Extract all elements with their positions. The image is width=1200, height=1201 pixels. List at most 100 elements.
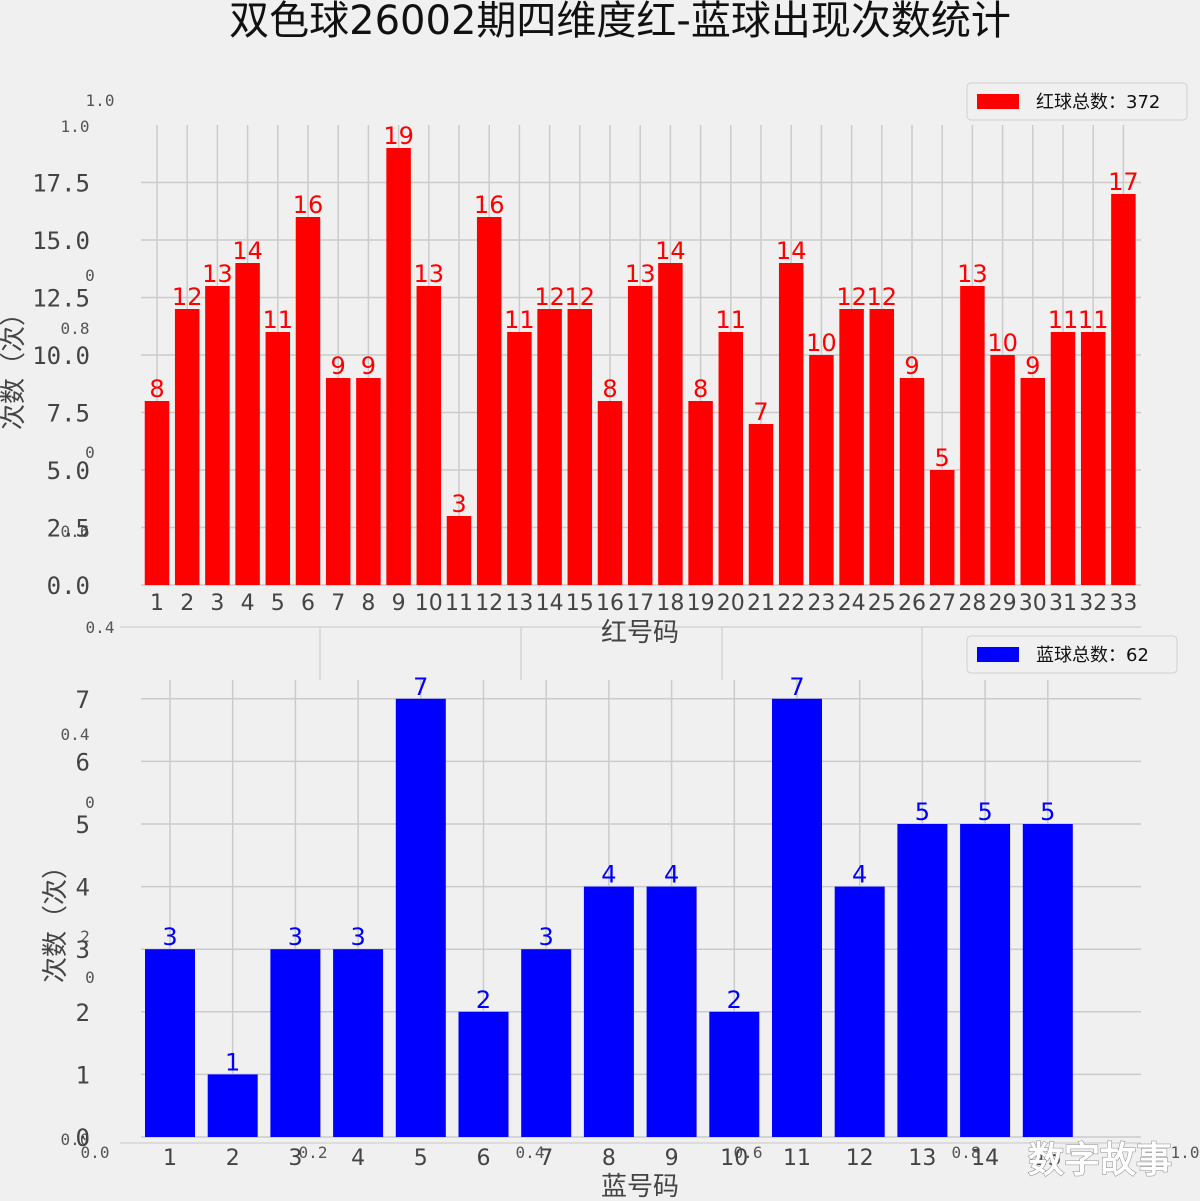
- red-x-tick-label: 13: [505, 591, 533, 616]
- blue-y-tick-label: 1: [76, 1061, 90, 1089]
- blue-bar: [270, 949, 321, 1137]
- red-bar: [507, 332, 532, 585]
- red-x-tick-label: 11: [445, 591, 473, 616]
- blue-x-axis-label: 蓝号码: [601, 1172, 679, 1201]
- red-data-label: 16: [474, 191, 505, 219]
- blue-data-label: 2: [727, 986, 742, 1014]
- red-data-label: 8: [693, 375, 708, 403]
- red-y-tick-label: 2.5: [47, 515, 90, 543]
- red-x-tick-label: 10: [415, 591, 443, 616]
- red-data-label: 11: [1048, 306, 1079, 334]
- red-bar: [1050, 332, 1076, 585]
- blue-y-tick-label: 2: [76, 999, 90, 1027]
- red-x-tick-label: 15: [566, 591, 594, 616]
- ghost-tick-label: 0: [85, 266, 95, 285]
- red-x-ticks: 1 2 3 4 5 6 7 8 9 10 11 12 13 14 15 16 17 18 19 20 21 22 23 24 2…: [150, 591, 1137, 616]
- ghost-tick-label: 0.8: [952, 1143, 981, 1162]
- blue-x-tick-label: 5: [414, 1146, 428, 1171]
- blue-bars: [145, 698, 1073, 1137]
- red-data-label: 9: [331, 352, 346, 380]
- red-data-label: 17: [1108, 168, 1139, 196]
- red-x-tick-label: 29: [989, 591, 1017, 616]
- blue-data-label: 3: [539, 923, 554, 951]
- red-data-label: 12: [836, 283, 867, 311]
- red-y-tick-label: 0.0: [47, 572, 90, 600]
- blue-x-tick-label: 13: [908, 1146, 936, 1171]
- blue-y-tick-label: 0: [76, 1124, 90, 1152]
- red-data-label: 12: [172, 283, 203, 311]
- blue-data-label: 5: [977, 798, 992, 826]
- blue-bar: [145, 949, 195, 1137]
- red-bar: [295, 217, 321, 585]
- red-y-tick-label: 15.0: [32, 227, 90, 255]
- red-data-label: 3: [451, 490, 466, 518]
- ghost-tick-label: 0.0: [61, 1130, 90, 1149]
- blue-bar: [1022, 823, 1073, 1137]
- red-x-tick-label: 7: [331, 591, 345, 616]
- blue-y-tick-label: 7: [76, 686, 90, 714]
- blue-y-tick-label: 4: [76, 874, 90, 902]
- chart-title: 双色球26002期四维度红-蓝球出现次数统计: [229, 0, 1011, 44]
- blue-data-label: 2: [476, 986, 491, 1014]
- blue-x-tick-label: 2: [226, 1146, 240, 1171]
- red-x-tick-label: 4: [241, 591, 255, 616]
- red-x-tick-label: 12: [475, 591, 503, 616]
- red-bar: [597, 401, 623, 585]
- ghost-tick-label: 0.6: [734, 1143, 763, 1162]
- blue-data-labels: 3 1 3 3 7 2 3 4 4 2 7 4 5 5 5: [162, 673, 1055, 1077]
- red-legend-swatch: [977, 94, 1019, 109]
- red-y-tick-label: 7.5: [47, 400, 90, 428]
- red-x-tick-label: 25: [868, 591, 896, 616]
- red-bar: [567, 309, 593, 585]
- red-x-tick-label: 31: [1049, 591, 1077, 616]
- red-legend: 红球总数：372: [966, 82, 1188, 121]
- red-bar: [476, 217, 502, 585]
- red-bars: [144, 148, 1136, 585]
- blue-bar: [709, 1011, 760, 1137]
- blue-data-label: 1: [225, 1048, 240, 1076]
- red-data-label: 14: [776, 237, 807, 265]
- red-x-tick-label: 1: [150, 591, 164, 616]
- blue-bar: [333, 949, 384, 1137]
- red-bar: [325, 378, 351, 585]
- blue-x-tick-label: 6: [477, 1146, 491, 1171]
- red-data-label: 9: [904, 352, 919, 380]
- ghost-tick-label: 0.0: [81, 1143, 110, 1162]
- red-data-label: 12: [534, 283, 565, 311]
- red-bar: [205, 286, 230, 585]
- red-bar: [265, 332, 291, 585]
- blue-x-tick-label: 11: [783, 1146, 811, 1171]
- red-data-label: 12: [565, 283, 596, 311]
- red-x-tick-label: 24: [838, 591, 866, 616]
- red-bar: [235, 263, 260, 585]
- blue-x-tick-label: 8: [602, 1146, 616, 1171]
- blue-legend-swatch: [977, 647, 1019, 662]
- red-bar: [809, 355, 834, 585]
- blue-data-label: 4: [852, 861, 867, 889]
- blue-y-tick-label: 6: [76, 748, 90, 776]
- ghost-tick-label: 0: [85, 443, 95, 462]
- blue-bar: [772, 698, 822, 1137]
- blue-bar: [207, 1074, 258, 1137]
- red-bar: [688, 401, 713, 585]
- blue-data-label: 3: [288, 923, 303, 951]
- red-bar: [356, 378, 381, 585]
- red-x-tick-label: 27: [928, 591, 956, 616]
- red-y-tick-label: 12.5: [32, 285, 90, 313]
- blue-bar: [521, 949, 572, 1137]
- blue-data-label: 7: [789, 673, 804, 701]
- red-bar: [174, 309, 200, 585]
- red-data-label: 12: [867, 283, 898, 311]
- red-data-label: 10: [987, 329, 1018, 357]
- blue-data-label: 4: [601, 861, 616, 889]
- red-x-tick-label: 23: [807, 591, 835, 616]
- red-x-tick-label: 17: [626, 591, 654, 616]
- red-data-label: 13: [414, 260, 445, 288]
- ghost-tick-label: 0.4: [516, 1143, 545, 1162]
- red-data-label: 19: [383, 122, 414, 150]
- red-data-label: 5: [935, 444, 950, 472]
- red-x-tick-label: 30: [1019, 591, 1047, 616]
- ghost-tick-label: 0.2: [299, 1143, 328, 1162]
